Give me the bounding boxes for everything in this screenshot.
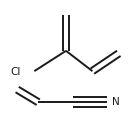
Text: N: N <box>112 97 119 107</box>
Text: Cl: Cl <box>10 67 20 77</box>
